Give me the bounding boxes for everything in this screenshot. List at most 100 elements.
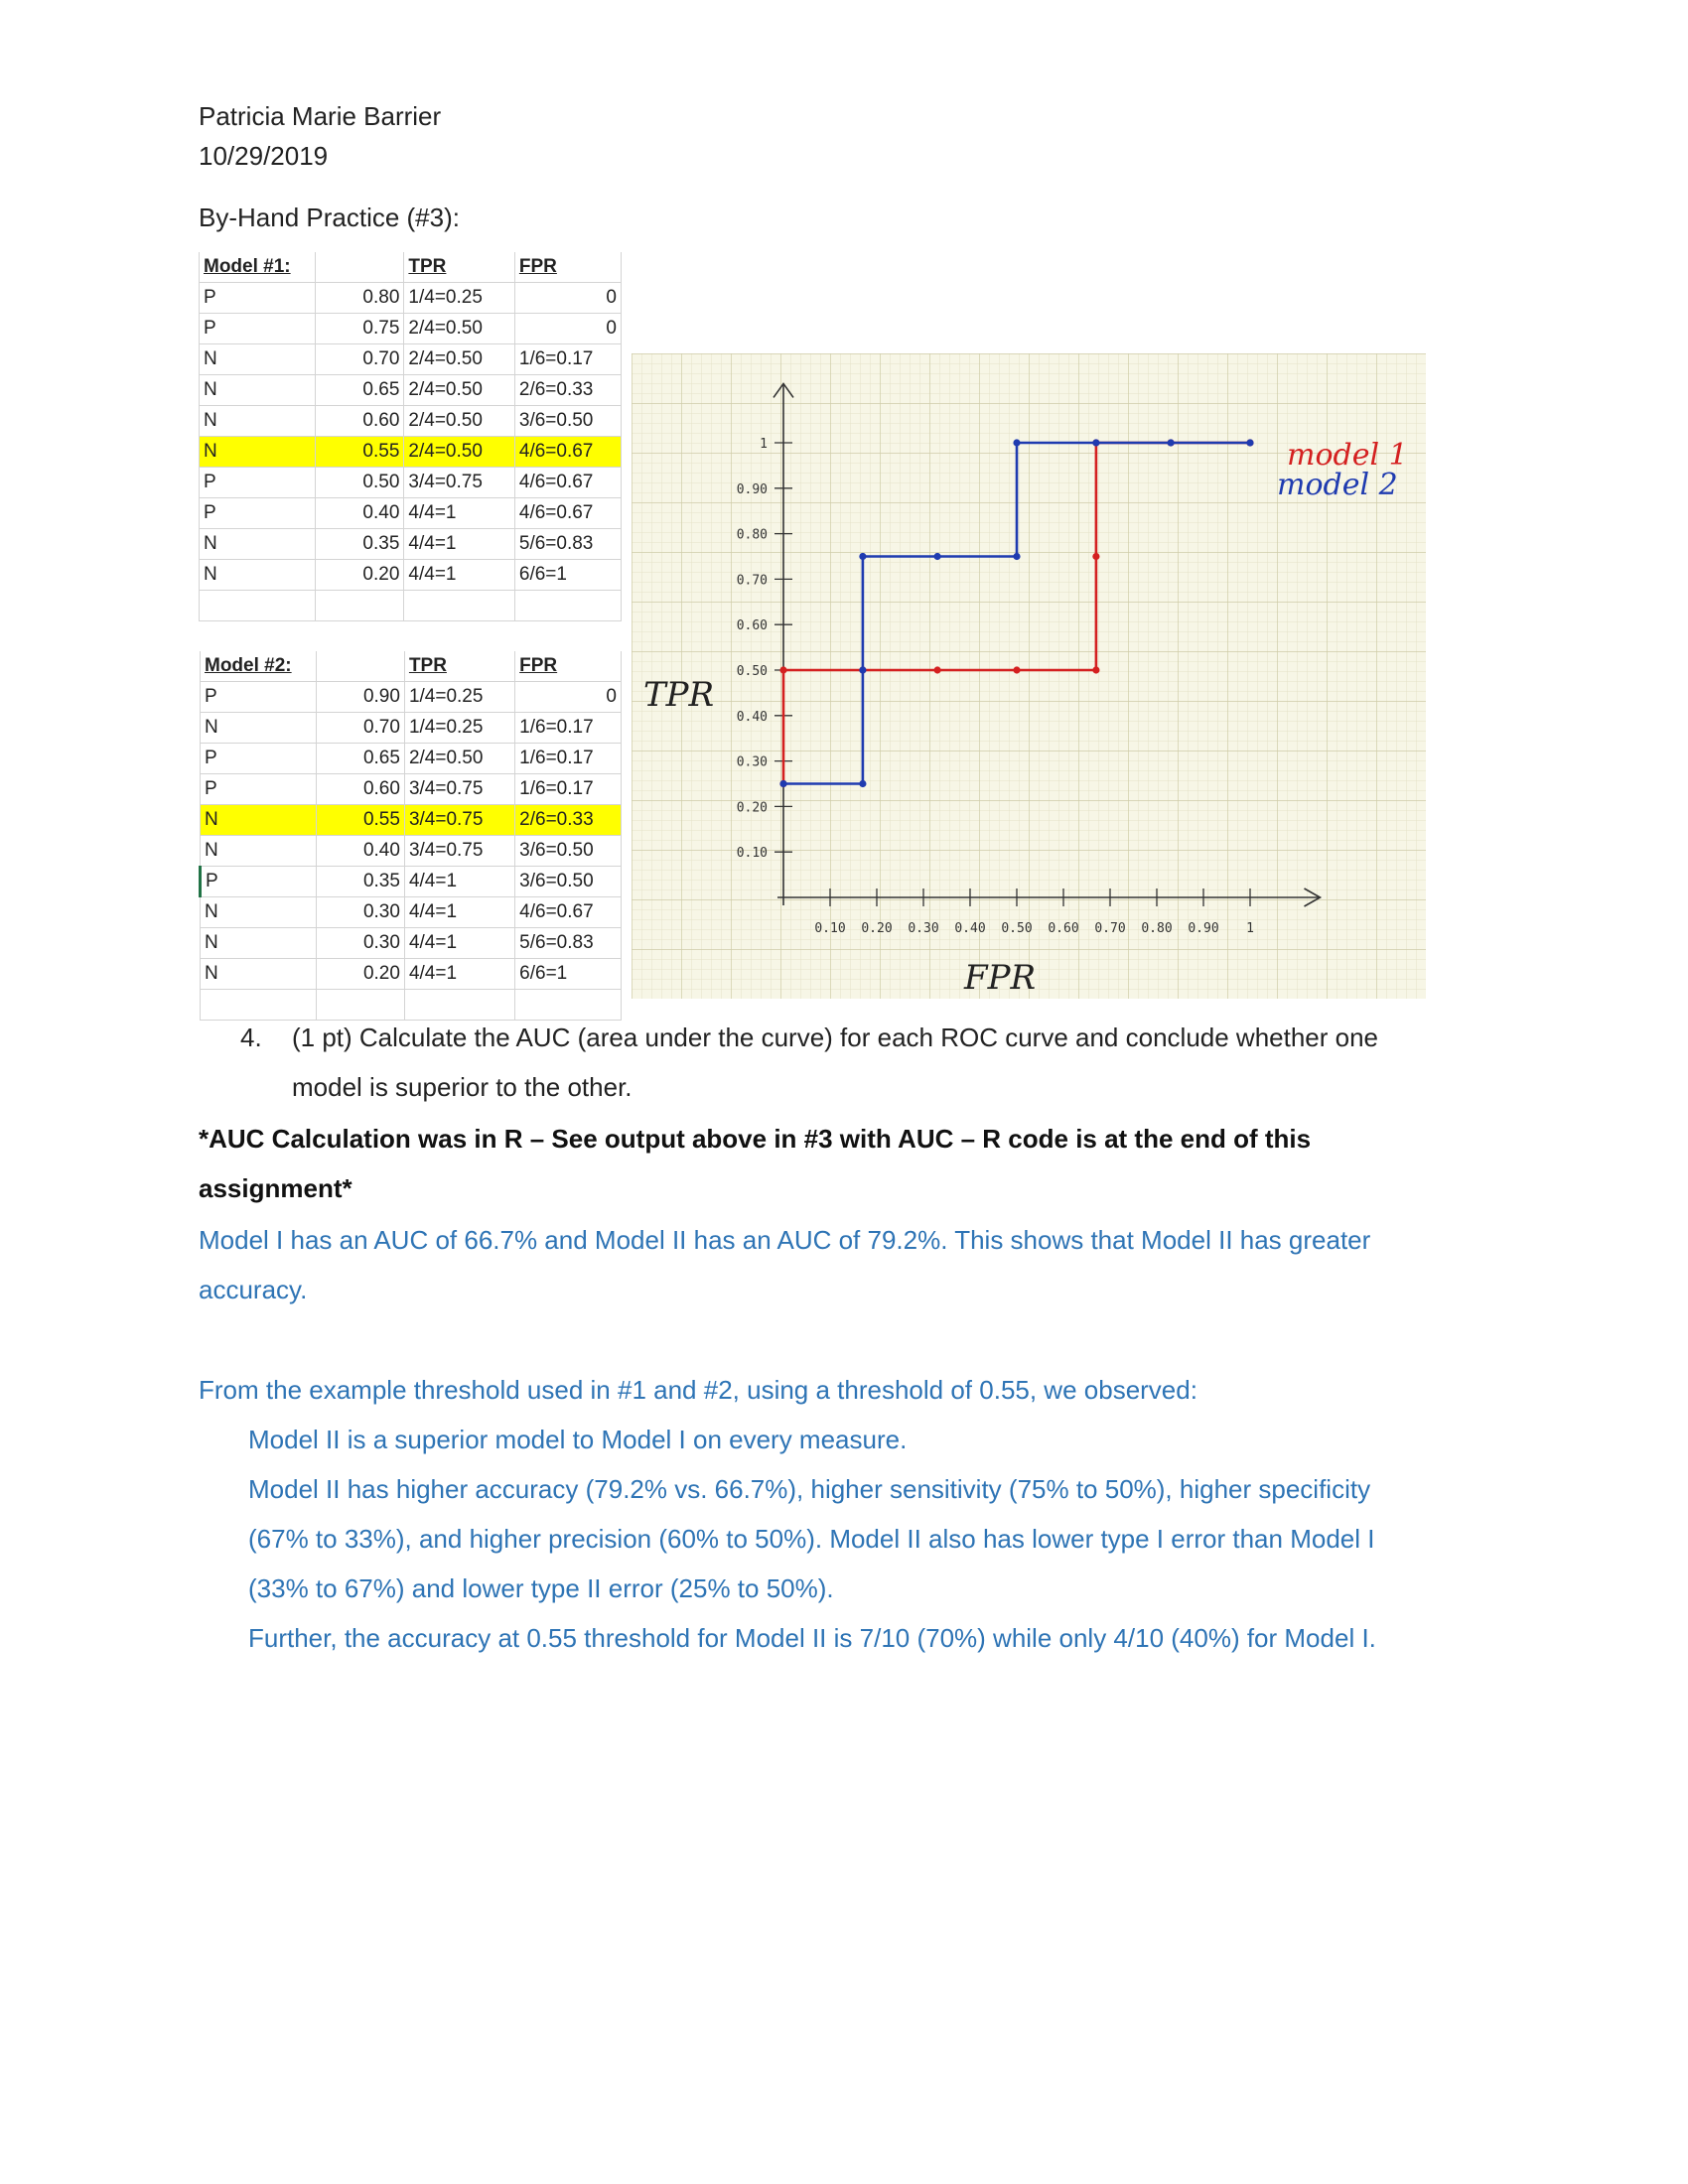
row-label: N bbox=[199, 405, 316, 437]
row-fpr: 2/6=0.33 bbox=[514, 804, 622, 836]
date: 10/29/2019 bbox=[199, 141, 329, 171]
answer-i1: Model II is a superior model to Model I … bbox=[248, 1425, 908, 1454]
row-label: P bbox=[199, 866, 317, 897]
row-fpr: 3/6=0.50 bbox=[514, 866, 622, 897]
row-fpr: 3/6=0.50 bbox=[514, 835, 622, 867]
row-label: P bbox=[200, 773, 317, 805]
row-label: N bbox=[199, 343, 316, 375]
row-score: 0.35 bbox=[316, 866, 405, 897]
table-row: N 0.20 4/4=1 6/6=1 bbox=[199, 559, 623, 591]
table-row: N 0.70 1/4=0.25 1/6=0.17 bbox=[200, 712, 622, 744]
answer-i2b: (67% to 33%), and higher precision (60% … bbox=[248, 1524, 1375, 1554]
row-tpr: 3/4=0.75 bbox=[404, 773, 516, 805]
table-row: N 0.40 3/4=0.75 3/6=0.50 bbox=[200, 835, 622, 867]
table-row: N 0.30 4/4=1 4/6=0.67 bbox=[200, 896, 622, 928]
table-row: N 0.70 2/4=0.50 1/6=0.17 bbox=[199, 343, 623, 375]
row-score: 0.60 bbox=[316, 773, 405, 805]
y-tick-label: 0.60 bbox=[737, 618, 768, 633]
x-axis-label: FPR bbox=[963, 958, 1036, 998]
question-line1: (1 pt) Calculate the AUC (area under the… bbox=[292, 1023, 1379, 1052]
roc-point-2 bbox=[1013, 552, 1021, 561]
table-row: P 0.75 2/4=0.50 0 bbox=[199, 313, 623, 344]
answer-p2: From the example threshold used in #1 an… bbox=[199, 1375, 1197, 1405]
row-fpr: 6/6=1 bbox=[514, 958, 622, 990]
roc-point-2 bbox=[859, 666, 867, 674]
row-fpr: 2/6=0.33 bbox=[514, 374, 623, 406]
row-tpr: 4/4=1 bbox=[403, 559, 515, 591]
x-tick-label: 0.70 bbox=[1094, 921, 1125, 936]
roc-point-1 bbox=[1092, 666, 1100, 674]
row-score: 0.75 bbox=[315, 313, 405, 344]
row-score: 0.55 bbox=[315, 436, 405, 468]
question-number: 4. bbox=[240, 1023, 262, 1052]
row-tpr: 4/4=1 bbox=[404, 896, 516, 928]
row-score: 0.35 bbox=[315, 528, 405, 560]
row-tpr: 2/4=0.50 bbox=[403, 405, 515, 437]
row-score: 0.65 bbox=[316, 743, 405, 774]
row-label: N bbox=[200, 804, 317, 836]
y-axis-label: TPR bbox=[643, 675, 714, 715]
row-label: N bbox=[199, 528, 316, 560]
roc-point-2 bbox=[859, 779, 867, 788]
y-tick-label: 0.70 bbox=[737, 573, 768, 588]
x-tick-label: 0.60 bbox=[1048, 921, 1078, 936]
row-score: 0.40 bbox=[315, 497, 405, 529]
row-tpr: 3/4=0.75 bbox=[404, 835, 516, 867]
row-fpr: 4/6=0.67 bbox=[514, 467, 623, 498]
row-tpr: 1/4=0.25 bbox=[404, 681, 516, 713]
legend-model1: model 1 bbox=[1287, 438, 1408, 473]
row-tpr: 2/4=0.50 bbox=[403, 374, 515, 406]
row-label: N bbox=[199, 436, 316, 468]
row-fpr: 1/6=0.17 bbox=[514, 773, 622, 805]
graph-axes bbox=[773, 382, 1323, 907]
table-row: N 0.35 4/4=1 5/6=0.83 bbox=[199, 528, 623, 560]
model1-tpr-header: TPR bbox=[403, 252, 515, 283]
answer-p1a: Model I has an AUC of 66.7% and Model II… bbox=[199, 1225, 1371, 1255]
y-tick-label: 0.10 bbox=[737, 846, 768, 861]
row-fpr: 0 bbox=[514, 313, 623, 344]
x-tick-label: 0.20 bbox=[861, 921, 892, 936]
row-tpr: 3/4=0.75 bbox=[404, 804, 516, 836]
auc-note-line2: assignment* bbox=[199, 1173, 352, 1203]
row-label: P bbox=[199, 282, 316, 314]
model1-fpr-header: FPR bbox=[514, 252, 623, 283]
answer-auc: Model I has an AUC of 66.7% and Model II… bbox=[199, 1215, 1489, 1314]
row-fpr: 0 bbox=[514, 282, 623, 314]
question-line2: model is superior to the other. bbox=[292, 1072, 633, 1102]
row-score: 0.50 bbox=[315, 467, 405, 498]
row-label: N bbox=[200, 712, 317, 744]
row-fpr: 6/6=1 bbox=[514, 559, 623, 591]
row-fpr: 0 bbox=[514, 681, 622, 713]
x-tick-label: 0.50 bbox=[1001, 921, 1032, 936]
x-tick-label: 0.80 bbox=[1141, 921, 1172, 936]
auc-note-line1: *AUC Calculation was in R – See output a… bbox=[199, 1124, 1312, 1154]
roc-point-1 bbox=[1092, 552, 1100, 561]
y-tick-label: 0.80 bbox=[737, 528, 768, 543]
row-score: 0.40 bbox=[316, 835, 405, 867]
table-row: P 0.50 3/4=0.75 4/6=0.67 bbox=[199, 467, 623, 498]
roc-point-1 bbox=[933, 666, 941, 674]
table-row: P 0.90 1/4=0.25 0 bbox=[200, 681, 622, 713]
roc-point-2 bbox=[779, 779, 787, 788]
x-tick-label: 0.10 bbox=[814, 921, 845, 936]
row-score: 0.65 bbox=[315, 374, 405, 406]
answer-i2a: Model II has higher accuracy (79.2% vs. … bbox=[248, 1474, 1371, 1504]
table-row: N 0.30 4/4=1 5/6=0.83 bbox=[200, 927, 622, 959]
x-tick-label: 1 bbox=[1246, 921, 1254, 936]
x-tick-label: 0.40 bbox=[954, 921, 985, 936]
answer-threshold: From the example threshold used in #1 an… bbox=[199, 1365, 1489, 1663]
row-label: P bbox=[199, 467, 316, 498]
table-row: N 0.55 2/4=0.50 4/6=0.67 bbox=[199, 436, 623, 468]
answer-i2c: (33% to 67%) and lower type II error (25… bbox=[248, 1573, 834, 1603]
model2-tpr-header: TPR bbox=[404, 651, 516, 682]
row-score: 0.30 bbox=[316, 896, 405, 928]
row-score: 0.70 bbox=[315, 343, 405, 375]
row-fpr: 4/6=0.67 bbox=[514, 497, 623, 529]
roc-point-2 bbox=[1167, 439, 1175, 447]
row-tpr: 2/4=0.50 bbox=[403, 343, 515, 375]
x-tick-label: 0.90 bbox=[1188, 921, 1218, 936]
row-label: N bbox=[200, 896, 317, 928]
x-tick-label: 0.30 bbox=[908, 921, 938, 936]
y-tick-label: 1 bbox=[760, 437, 768, 452]
roc-point-1 bbox=[1013, 666, 1021, 674]
